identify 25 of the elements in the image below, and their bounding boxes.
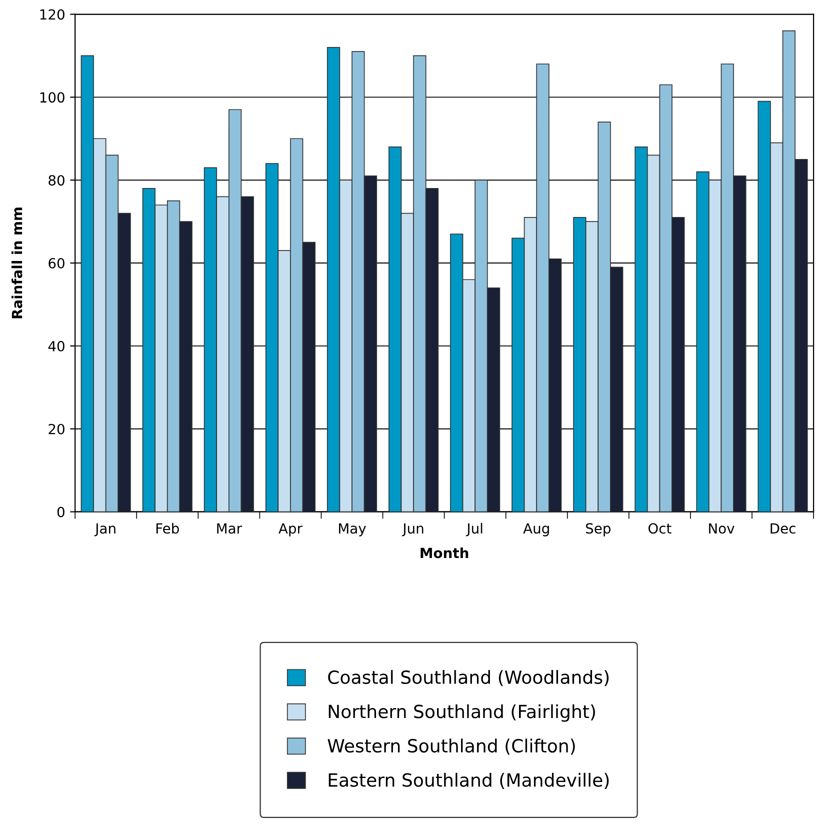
- y-tick-label: 80: [48, 175, 64, 186]
- x-tick-label: May: [339, 523, 366, 536]
- y-axis-title: Rainfall in mm: [12, 208, 22, 318]
- x-tick-label: Dec: [770, 523, 796, 534]
- x-tick-label: Sep: [586, 523, 610, 536]
- legend-label: Northern Southland (Fairlight): [328, 704, 595, 722]
- legend-label: Coastal Southland (Woodlands): [328, 670, 609, 686]
- x-tick-label: Apr: [278, 523, 302, 536]
- x-tick-label: Aug: [523, 523, 549, 536]
- legend-label: Western Southland (Clifton): [328, 738, 575, 755]
- x-tick-label: Oct: [648, 523, 672, 534]
- y-tick-label: 20: [48, 424, 64, 434]
- x-tick-label: Jan: [94, 523, 116, 536]
- x-axis-title: Month: [420, 547, 468, 558]
- y-tick-label: 60: [48, 258, 64, 268]
- x-tick-label: Feb: [156, 522, 179, 534]
- x-tick-label: Jun: [402, 523, 424, 536]
- x-tick-label: Nov: [709, 523, 734, 534]
- y-tick-label: 120: [40, 9, 64, 20]
- y-tick-label: 40: [48, 340, 64, 352]
- x-tick-label: Mar: [217, 523, 242, 534]
- y-tick-label: 100: [40, 92, 64, 103]
- legend-label: Eastern Southland (Mandeville): [328, 772, 609, 789]
- y-tick-label: 0: [57, 506, 64, 518]
- x-tick-label: Jul: [466, 522, 482, 536]
